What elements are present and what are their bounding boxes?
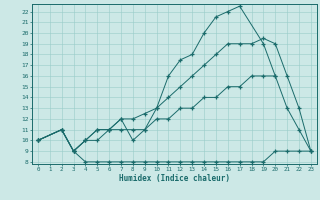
- X-axis label: Humidex (Indice chaleur): Humidex (Indice chaleur): [119, 174, 230, 183]
